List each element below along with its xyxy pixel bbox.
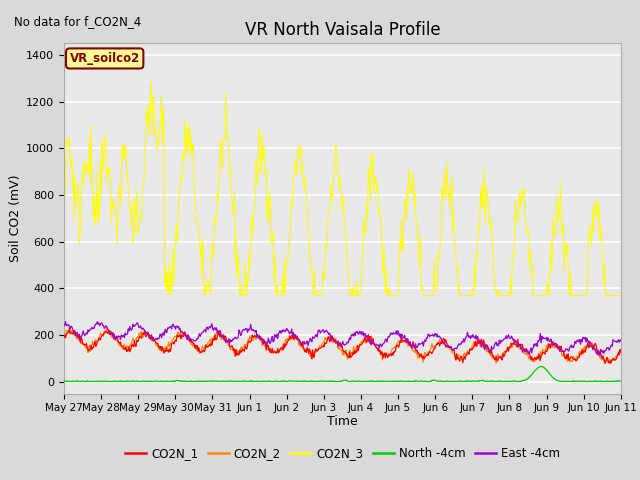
Text: No data for f_CO2N_4: No data for f_CO2N_4 (14, 15, 141, 28)
Title: VR North Vaisala Profile: VR North Vaisala Profile (244, 21, 440, 39)
Y-axis label: Soil CO2 (mV): Soil CO2 (mV) (9, 175, 22, 262)
Text: VR_soilco2: VR_soilco2 (70, 52, 140, 65)
X-axis label: Time: Time (327, 415, 358, 428)
Legend: CO2N_1, CO2N_2, CO2N_3, North -4cm, East -4cm: CO2N_1, CO2N_2, CO2N_3, North -4cm, East… (120, 443, 564, 465)
